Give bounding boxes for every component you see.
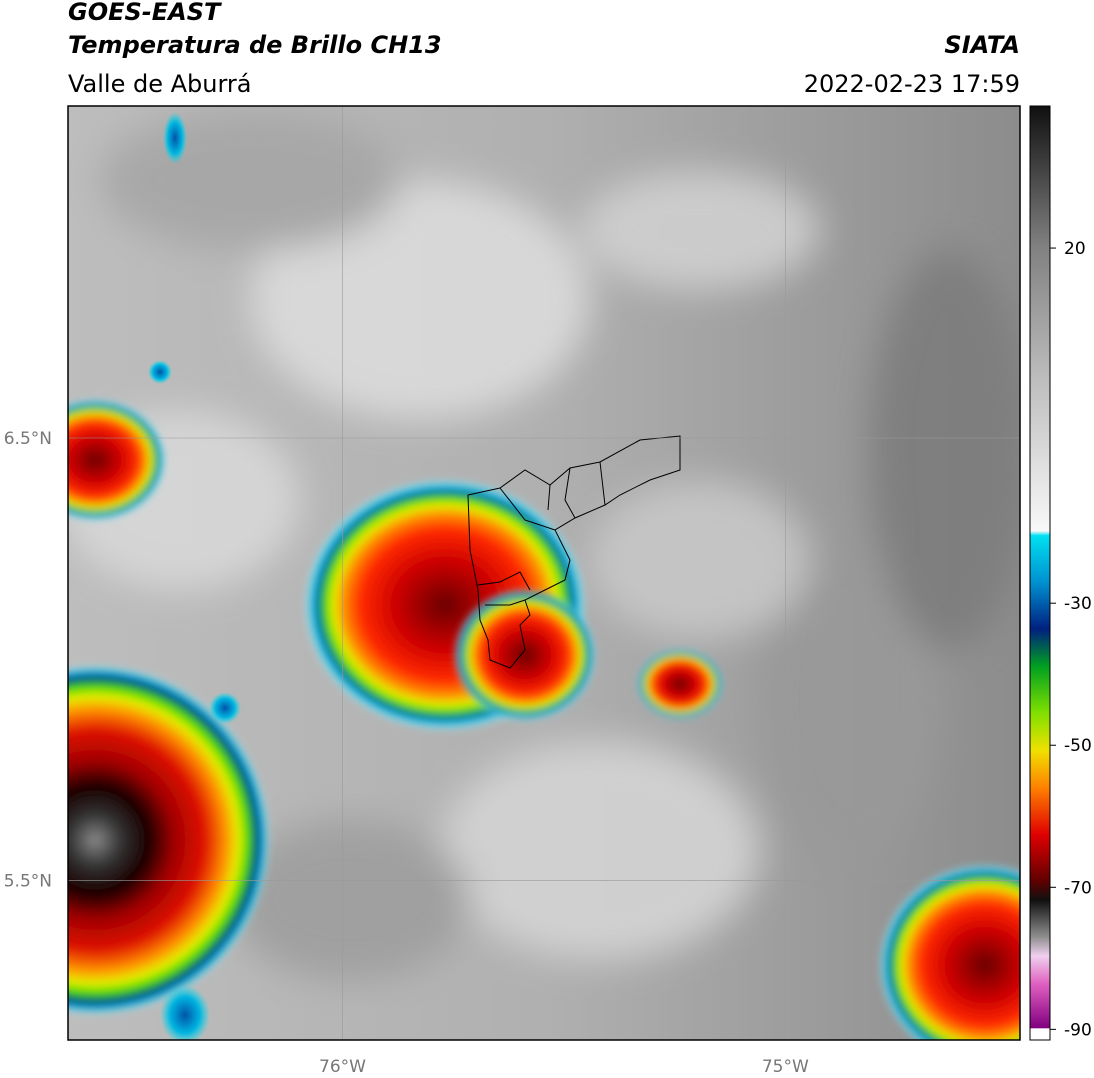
title: GOES-EAST (68, 0, 222, 26)
colorbar-tick-label: -30 (1064, 594, 1092, 614)
colorbar-tick-label: -70 (1064, 878, 1092, 898)
colorbar (1029, 105, 1051, 1041)
source: SIATA (944, 31, 1020, 59)
y-tick-label: 5.5°N (4, 872, 52, 892)
colorbar-tick-label: -50 (1064, 736, 1092, 756)
graticule (68, 106, 1020, 1040)
x-tick-label: 75°W (762, 1057, 809, 1077)
x-tick-label: 76°W (319, 1057, 366, 1077)
map-frame (67, 105, 1021, 1041)
y-tick-label: 6.5°N (4, 429, 52, 449)
subtitle: Temperatura de Brillo CH13 (68, 31, 442, 59)
colorbar-tick-label: 20 (1064, 239, 1086, 259)
municipal-borders (467, 435, 681, 669)
datetime: 2022-02-23 17:59 (804, 70, 1020, 98)
satellite-image (68, 106, 1020, 1040)
colorbar-tick-label: -90 (1064, 1020, 1092, 1040)
region: Valle de Aburrá (68, 70, 252, 98)
